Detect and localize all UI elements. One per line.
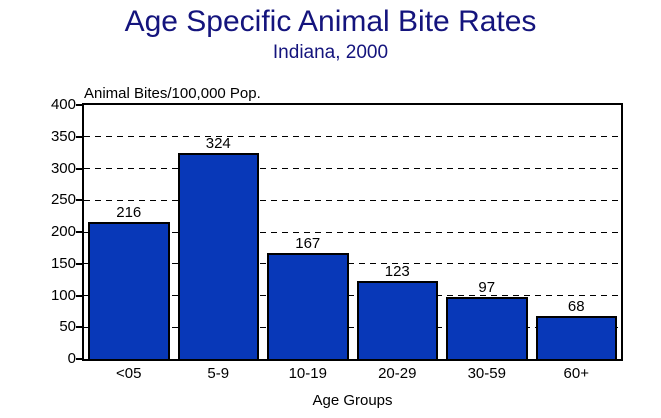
y-axis-tick bbox=[76, 199, 82, 202]
y-axis-tick bbox=[76, 326, 82, 329]
y-tick-label: 200 bbox=[50, 223, 76, 240]
gridline-150 bbox=[84, 263, 621, 265]
chart-subtitle: Indiana, 2000 bbox=[272, 42, 389, 63]
y-tick-label: 100 bbox=[50, 286, 76, 304]
bar-value-label: 216 bbox=[116, 203, 142, 221]
x-tick-label: 20-29 bbox=[378, 365, 417, 382]
bar-10-19 bbox=[267, 252, 349, 359]
gridline-350 bbox=[84, 136, 621, 138]
y-axis-unit-label: Animal Bites/100,000 Pop. bbox=[84, 85, 261, 102]
x-tick-label: 60+ bbox=[563, 365, 589, 382]
bar-60+ bbox=[535, 315, 617, 359]
bar-value-label: 68 bbox=[567, 297, 585, 315]
y-axis-tick bbox=[76, 104, 82, 106]
bar-30-59 bbox=[446, 297, 528, 359]
y-tick-label: 400 bbox=[50, 96, 76, 113]
y-tick-label: 150 bbox=[50, 254, 76, 272]
plot-area: 216 324 167 123 97 68 bbox=[82, 103, 623, 361]
y-axis-tick bbox=[76, 358, 82, 360]
chart-title: Age Specific Animal Bite Rates bbox=[124, 5, 537, 38]
y-tick-label: 50 bbox=[59, 318, 76, 336]
bar-20-29 bbox=[356, 280, 438, 359]
y-tick-label: 0 bbox=[67, 350, 76, 367]
y-tick-label: 350 bbox=[50, 127, 76, 145]
x-axis-title: Age Groups bbox=[312, 392, 393, 409]
y-tick-label: 300 bbox=[50, 159, 76, 177]
x-tick-label: 5-9 bbox=[207, 365, 230, 382]
y-tick-label: 250 bbox=[50, 191, 76, 209]
y-axis-tick bbox=[76, 262, 82, 265]
y-axis-tick bbox=[76, 135, 82, 138]
gridline-250 bbox=[84, 199, 621, 201]
gridline-200 bbox=[84, 231, 621, 233]
bar-value-label: 123 bbox=[384, 262, 410, 280]
bar-value-label: 167 bbox=[295, 234, 321, 252]
y-axis-tick bbox=[76, 294, 82, 297]
bar-value-label: 324 bbox=[205, 135, 231, 153]
bar-<05 bbox=[88, 221, 170, 359]
gridline-100 bbox=[84, 295, 621, 296]
x-tick-label: 10-19 bbox=[288, 365, 327, 382]
x-tick-label: 30-59 bbox=[467, 365, 506, 382]
gridline-300 bbox=[84, 168, 621, 169]
bar-5-9 bbox=[177, 153, 259, 359]
bar-value-label: 97 bbox=[478, 279, 496, 297]
gridline-50 bbox=[84, 326, 621, 328]
y-axis-tick bbox=[76, 167, 82, 170]
x-tick-label: <05 bbox=[116, 365, 142, 382]
y-axis-tick bbox=[76, 231, 82, 233]
